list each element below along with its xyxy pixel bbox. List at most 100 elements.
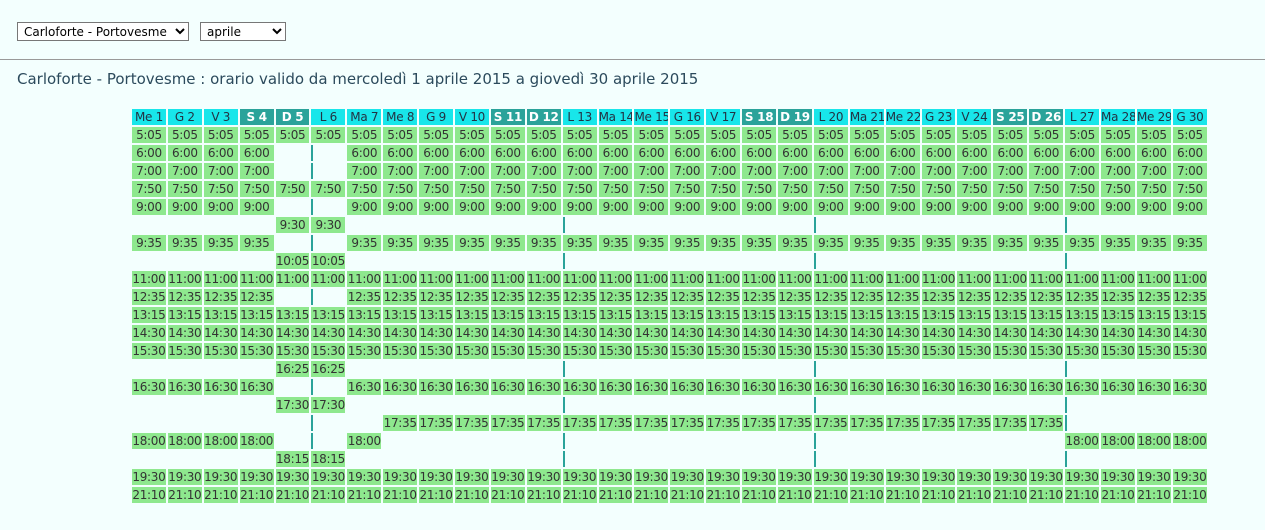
empty-cell (706, 397, 740, 413)
route-select[interactable]: Carloforte - Portovesme (17, 22, 189, 41)
timetable-title: Carloforte - Portovesme : orario valido … (17, 70, 699, 88)
departure-cell: 7:50 (383, 181, 418, 197)
departure-cell: 16:30 (885, 379, 920, 395)
empty-cell (814, 361, 848, 377)
departure-cell: 11:00 (419, 271, 454, 287)
departure-cell: 11:00 (849, 271, 884, 287)
departure-cell: 19:30 (598, 469, 633, 485)
time-row: 7:50 7:50 7:50 7:50 7:50 7:50 7:50 7:50 7:50 7:50… (132, 181, 1207, 197)
departure-cell: 15:30 (239, 343, 274, 359)
departure-cell: 5:05 (634, 127, 669, 143)
empty-cell (347, 253, 381, 269)
departure-cell: 12:35 (706, 289, 741, 305)
departure-cell: 15:30 (347, 343, 382, 359)
departure-cell: 17:35 (742, 415, 777, 431)
time-row: 18:00 18:00 18:00 18:00 18:00 18:00 18:00 18:00… (132, 433, 1207, 449)
time-row: 7:00 7:00 7:00 7:00 7:00 7:00 7:00 7:00 7:00 7:00… (132, 163, 1207, 179)
departure-cell: 9:35 (1172, 235, 1207, 251)
departure-cell: 14:30 (634, 325, 669, 341)
departure-cell: 14:30 (419, 325, 454, 341)
departure-cell: 9:00 (455, 199, 489, 215)
day-header: L 27 (1065, 109, 1100, 125)
departure-cell: 16:30 (778, 379, 812, 395)
empty-cell (850, 451, 884, 467)
departure-cell: 19:30 (347, 469, 382, 485)
departure-cell: 15:30 (742, 343, 777, 359)
empty-cell (276, 415, 310, 431)
departure-cell: 7:50 (1029, 181, 1064, 197)
departure-cell: 11:00 (598, 271, 633, 287)
departure-cell: 13:15 (742, 307, 777, 323)
departure-cell: 9:35 (778, 235, 812, 251)
departure-cell: 13:15 (239, 307, 274, 323)
departure-cell: 5:05 (419, 127, 454, 143)
empty-cell (168, 361, 202, 377)
empty-cell (1101, 397, 1135, 413)
empty-cell (957, 451, 991, 467)
departure-cell: 5:05 (239, 127, 274, 143)
empty-cell (850, 217, 884, 233)
empty-cell (311, 433, 345, 449)
departure-cell: 16:30 (813, 379, 848, 395)
month-select[interactable]: aprile (200, 22, 286, 41)
empty-cell (563, 433, 597, 449)
departure-cell: 7:00 (849, 163, 884, 179)
departure-cell: 19:30 (885, 469, 920, 485)
departure-cell: 12:35 (885, 289, 920, 305)
empty-cell (886, 451, 920, 467)
departure-cell: 15:30 (598, 343, 633, 359)
departure-cell: 6:00 (957, 145, 992, 161)
departure-cell: 7:50 (311, 181, 346, 197)
departure-cell: 17:35 (526, 415, 561, 431)
departure-cell: 9:00 (1101, 199, 1135, 215)
departure-cell: 11:00 (670, 271, 705, 287)
empty-cell (276, 379, 310, 395)
departure-cell: 13:15 (311, 307, 346, 323)
departure-cell: 9:35 (526, 235, 561, 251)
departure-cell: 14:30 (1065, 325, 1100, 341)
day-header: G 9 (419, 109, 454, 125)
departure-cell: 17:35 (813, 415, 848, 431)
departure-cell: 15:30 (849, 343, 884, 359)
departure-cell: 14:30 (203, 325, 238, 341)
empty-cell (778, 361, 812, 377)
departure-cell: 7:00 (383, 163, 418, 179)
departure-cell: 14:30 (1101, 325, 1135, 341)
departure-cell: 9:00 (634, 199, 669, 215)
departure-cell: 15:30 (490, 343, 525, 359)
empty-cell (993, 217, 1027, 233)
departure-cell: 12:35 (167, 289, 202, 305)
departure-cell: 14:30 (778, 325, 812, 341)
departure-cell: 5:05 (670, 127, 705, 143)
departure-cell: 9:35 (885, 235, 920, 251)
empty-cell (168, 397, 202, 413)
departure-cell: 14:30 (921, 325, 956, 341)
departure-cell: 12:35 (849, 289, 884, 305)
empty-cell (1137, 361, 1171, 377)
departure-cell: 6:00 (1029, 145, 1064, 161)
departure-cell: 7:50 (1065, 181, 1100, 197)
empty-cell (383, 253, 417, 269)
departure-cell: 9:35 (347, 235, 382, 251)
departure-cell: 17:30 (311, 397, 346, 413)
departure-cell: 13:15 (1136, 307, 1171, 323)
departure-cell: 19:30 (167, 469, 202, 485)
empty-cell (132, 361, 166, 377)
departure-cell: 6:00 (598, 145, 633, 161)
time-row: 11:00 11:00 11:00 11:00 11:00 11:00 11:00 11:00… (132, 271, 1207, 287)
departure-cell: 16:30 (526, 379, 561, 395)
departure-cell: 7:00 (670, 163, 705, 179)
empty-cell (527, 433, 561, 449)
departure-cell: 12:35 (455, 289, 489, 305)
departure-cell: 18:15 (275, 451, 310, 467)
departure-cell: 21:10 (778, 487, 812, 503)
time-row: 17:35 17:35 17:35 17:35 17:35 17:35 17:35 17:35… (132, 415, 1207, 431)
empty-cell (886, 361, 920, 377)
departure-cell: 17:35 (885, 415, 920, 431)
time-row: 19:30 19:30 19:30 19:30 19:30 19:30 19:30 19:30… (132, 469, 1207, 485)
departure-cell: 21:10 (1029, 487, 1064, 503)
departure-cell: 5:05 (275, 127, 310, 143)
departure-cell: 9:00 (167, 199, 202, 215)
departure-cell: 9:00 (742, 199, 777, 215)
